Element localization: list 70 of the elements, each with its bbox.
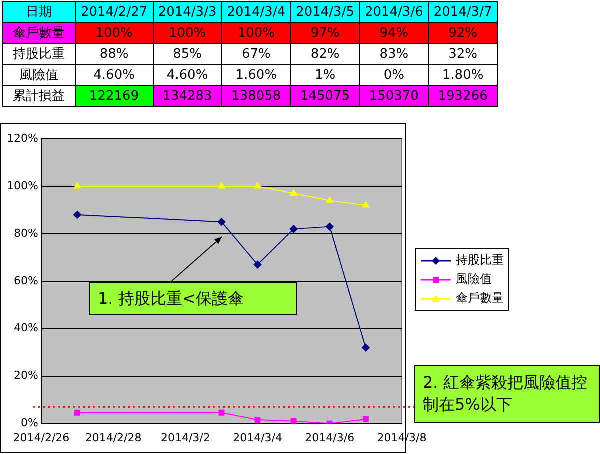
- text: 傘戶數量: [2, 22, 76, 44]
- point: [254, 417, 261, 423]
- point: [74, 210, 82, 219]
- text: 122169: [76, 86, 154, 106]
- text: 145075: [290, 86, 360, 106]
- legend-label: 傘戶數量: [456, 290, 504, 307]
- text: 83%: [360, 44, 429, 64]
- point: [218, 218, 226, 226]
- point: [290, 225, 298, 234]
- point: [254, 182, 262, 189]
- text: 4.60%: [153, 64, 222, 86]
- text: 150370: [360, 86, 429, 106]
- text: 134283: [153, 86, 222, 106]
- y-tick-label: 120%: [6, 132, 38, 145]
- text: 2014/3/5: [290, 2, 360, 22]
- text: 0%: [360, 64, 429, 86]
- x-tick-label: 2014/3/2: [160, 431, 210, 444]
- x-tick-label: 2014/2/28: [85, 431, 142, 444]
- point: [326, 222, 334, 231]
- text: 97%: [290, 22, 360, 44]
- x-tick-label: 2014/2/26: [13, 431, 70, 444]
- x-tick-label: 2014/3/6: [305, 431, 355, 444]
- text: 100%: [153, 22, 222, 44]
- annotation: 1. 持股比重<保護傘: [98, 288, 244, 310]
- text: 1.80%: [428, 64, 498, 86]
- point: [362, 344, 370, 352]
- text: 193266: [428, 86, 498, 106]
- point: [290, 418, 297, 424]
- text: 88%: [76, 44, 154, 64]
- text: 85%: [153, 44, 222, 64]
- y-tick-label: 0%: [20, 416, 38, 430]
- text: 4.60%: [76, 64, 154, 86]
- callout-box: 2. 紅傘紫殺把風險值控制在5%以下: [414, 365, 600, 424]
- y-tick-label: 40%: [14, 322, 38, 335]
- legend-label: 風險值: [456, 271, 492, 288]
- text: 持股比重: [2, 44, 76, 64]
- x-tick-label: 2014/3/4: [233, 431, 282, 444]
- text: 2014/3/6: [360, 2, 429, 22]
- text: 日期: [2, 2, 76, 22]
- text: 92%: [428, 22, 498, 44]
- text: 2014/3/7: [428, 2, 498, 22]
- text: 100%: [222, 22, 291, 44]
- text: 2014/3/3: [153, 2, 222, 22]
- y-tick-label: 20%: [14, 369, 38, 382]
- text: 累計損益: [2, 86, 76, 106]
- callout-box: 1. 持股比重<保護傘: [89, 282, 297, 315]
- point: [218, 410, 225, 416]
- text: 32%: [428, 44, 498, 64]
- text: 1.60%: [222, 64, 291, 86]
- text: 100%: [76, 22, 154, 44]
- point: [74, 410, 80, 416]
- text: 2014/2/27: [76, 2, 154, 22]
- text: 82%: [290, 44, 360, 64]
- text: 138058: [222, 86, 291, 106]
- legend-label: 持股比重: [456, 252, 504, 269]
- text: 67%: [222, 44, 291, 64]
- point: [74, 182, 82, 189]
- point: [254, 260, 262, 269]
- point: [362, 201, 370, 208]
- text: 94%: [360, 22, 429, 44]
- point: [326, 196, 334, 203]
- text: 2014/3/4: [222, 2, 291, 22]
- text: 風險值: [2, 64, 76, 86]
- y-tick-label: 100%: [6, 179, 38, 192]
- text: 1%: [290, 64, 360, 86]
- y-tick-label: 60%: [14, 274, 38, 288]
- y-tick-label: 80%: [14, 226, 38, 240]
- point: [362, 416, 369, 423]
- point: [218, 182, 226, 189]
- point: [290, 190, 298, 196]
